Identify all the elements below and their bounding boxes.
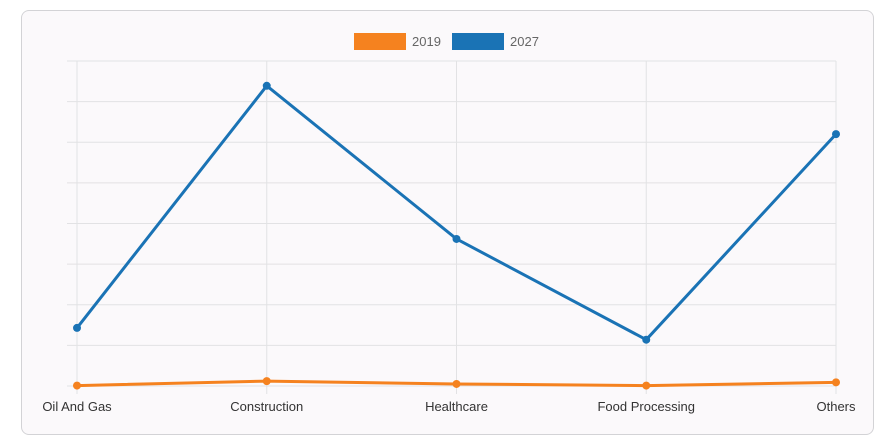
grid — [67, 60, 837, 394]
x-tick-label-2: Healthcare — [425, 399, 488, 414]
data-point-2019-1 — [262, 377, 271, 386]
legend: 2019 2027 — [354, 33, 539, 50]
data-point-2019-4 — [832, 378, 840, 387]
legend-label-2027: 2027 — [510, 34, 539, 49]
data-point-2019-3 — [642, 381, 651, 390]
series-layer — [73, 81, 840, 390]
data-point-2027-1 — [262, 81, 271, 90]
x-tick-label-1: Construction — [230, 399, 303, 414]
x-tick-label-4: Others — [816, 399, 856, 414]
data-point-2027-0 — [73, 323, 81, 332]
legend-swatch-2027 — [452, 33, 504, 50]
legend-label-2019: 2019 — [412, 34, 441, 49]
x-tick-label-0: Oil And Gas — [42, 399, 112, 414]
data-point-2027-2 — [452, 234, 461, 243]
legend-swatch-2019 — [354, 33, 406, 50]
chart-card — [21, 10, 874, 435]
data-point-2019-0 — [73, 381, 81, 390]
data-point-2027-3 — [642, 335, 651, 344]
x-axis-tick-labels: Oil And Gas Construction Healthcare Food Pr… — [42, 399, 856, 414]
data-point-2019-2 — [452, 379, 461, 388]
x-tick-label-3: Food Processing — [597, 399, 695, 414]
data-point-2027-4 — [832, 130, 840, 139]
